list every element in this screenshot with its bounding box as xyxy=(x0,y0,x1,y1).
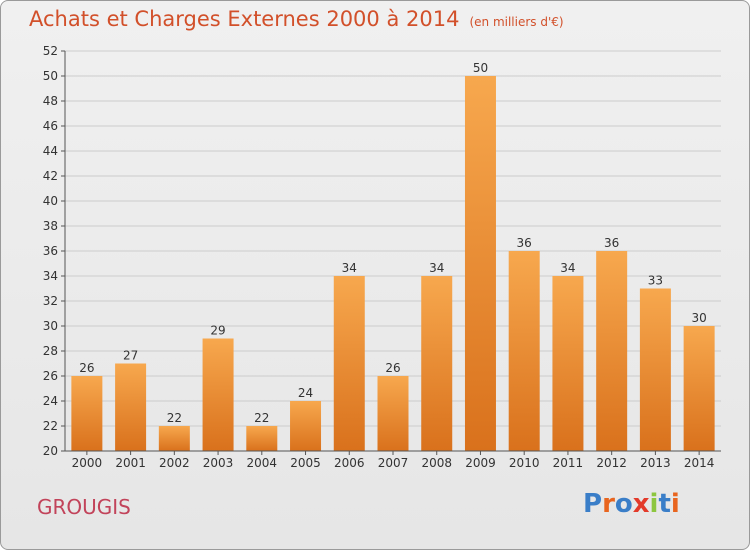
y-tick-label: 36 xyxy=(43,244,58,258)
bar xyxy=(552,276,584,451)
bars xyxy=(71,76,715,451)
bar-value-label: 34 xyxy=(342,261,357,275)
bar xyxy=(377,376,409,451)
bar-value-label: 34 xyxy=(560,261,575,275)
chart-subtitle: (en milliers d'€) xyxy=(469,15,564,29)
y-tick-label: 32 xyxy=(43,294,58,308)
bar xyxy=(683,326,715,451)
x-tick-label: 2002 xyxy=(159,456,190,470)
y-tick-label: 42 xyxy=(43,169,58,183)
y-tick-label: 46 xyxy=(43,119,58,133)
y-tick-label: 22 xyxy=(43,419,58,433)
bar-value-label: 36 xyxy=(517,236,532,250)
logo-letter: i xyxy=(649,489,659,519)
y-tick-label: 52 xyxy=(43,44,58,58)
x-tick-label: 2007 xyxy=(378,456,409,470)
logo-letter: t xyxy=(658,489,671,519)
bar xyxy=(71,376,103,451)
proxiti-logo[interactable]: Proxiti xyxy=(583,489,680,519)
x-tick-label: 2006 xyxy=(334,456,365,470)
logo-letter: i xyxy=(670,489,680,519)
x-tick-label: 2010 xyxy=(509,456,540,470)
bar-value-label: 33 xyxy=(648,274,663,288)
labels: 20 22 24 26 28 30 32 34 36 38 40 42 44 46 48 50 52 26 2000… xyxy=(43,44,715,470)
bar xyxy=(333,276,365,451)
bar-value-label: 36 xyxy=(604,236,619,250)
x-tick-label: 2009 xyxy=(465,456,496,470)
y-tick-label: 50 xyxy=(43,69,58,83)
y-tick-label: 20 xyxy=(43,444,58,458)
x-tick-label: 2005 xyxy=(290,456,321,470)
bar-value-label: 29 xyxy=(210,324,225,338)
y-tick-label: 38 xyxy=(43,219,58,233)
x-tick-label: 2011 xyxy=(553,456,584,470)
axes xyxy=(61,50,721,455)
bar-value-label: 34 xyxy=(429,261,444,275)
x-tick-label: 2004 xyxy=(247,456,278,470)
bar-value-label: 22 xyxy=(167,411,182,425)
chart-title-text: Achats et Charges Externes 2000 à 2014 xyxy=(29,7,460,31)
bar xyxy=(421,276,453,451)
bar xyxy=(508,251,540,451)
y-tick-label: 40 xyxy=(43,194,58,208)
bar xyxy=(639,288,671,451)
bar-value-label: 26 xyxy=(385,361,400,375)
bar xyxy=(115,363,147,451)
bar xyxy=(158,426,190,451)
bar xyxy=(596,251,628,451)
chart-title: Achats et Charges Externes 2000 à 2014 (e… xyxy=(29,7,564,31)
bar xyxy=(202,338,234,451)
logo-letter: o xyxy=(614,489,633,519)
bar xyxy=(246,426,278,451)
y-tick-label: 24 xyxy=(43,394,58,408)
y-tick-label: 28 xyxy=(43,344,58,358)
x-tick-label: 2013 xyxy=(640,456,671,470)
bar-value-label: 22 xyxy=(254,411,269,425)
x-tick-label: 2001 xyxy=(115,456,146,470)
x-tick-label: 2003 xyxy=(203,456,234,470)
bar xyxy=(290,401,322,451)
x-tick-label: 2008 xyxy=(421,456,452,470)
bar-value-label: 30 xyxy=(691,311,706,325)
bar-value-label: 27 xyxy=(123,349,138,363)
x-tick-label: 2000 xyxy=(72,456,103,470)
y-tick-label: 44 xyxy=(43,144,58,158)
x-tick-label: 2014 xyxy=(684,456,715,470)
bar-value-label: 26 xyxy=(79,361,94,375)
bar-value-label: 50 xyxy=(473,61,488,75)
y-tick-label: 26 xyxy=(43,369,58,383)
logo-letter: x xyxy=(632,489,650,519)
y-tick-label: 34 xyxy=(43,269,58,283)
y-tick-label: 48 xyxy=(43,94,58,108)
y-tick-label: 30 xyxy=(43,319,58,333)
logo-letter: P xyxy=(583,489,603,519)
logo-letter: r xyxy=(602,489,615,519)
commune-name: GROUGIS xyxy=(37,495,131,519)
bar-value-label: 24 xyxy=(298,386,313,400)
x-tick-label: 2012 xyxy=(596,456,627,470)
bar xyxy=(464,76,496,451)
